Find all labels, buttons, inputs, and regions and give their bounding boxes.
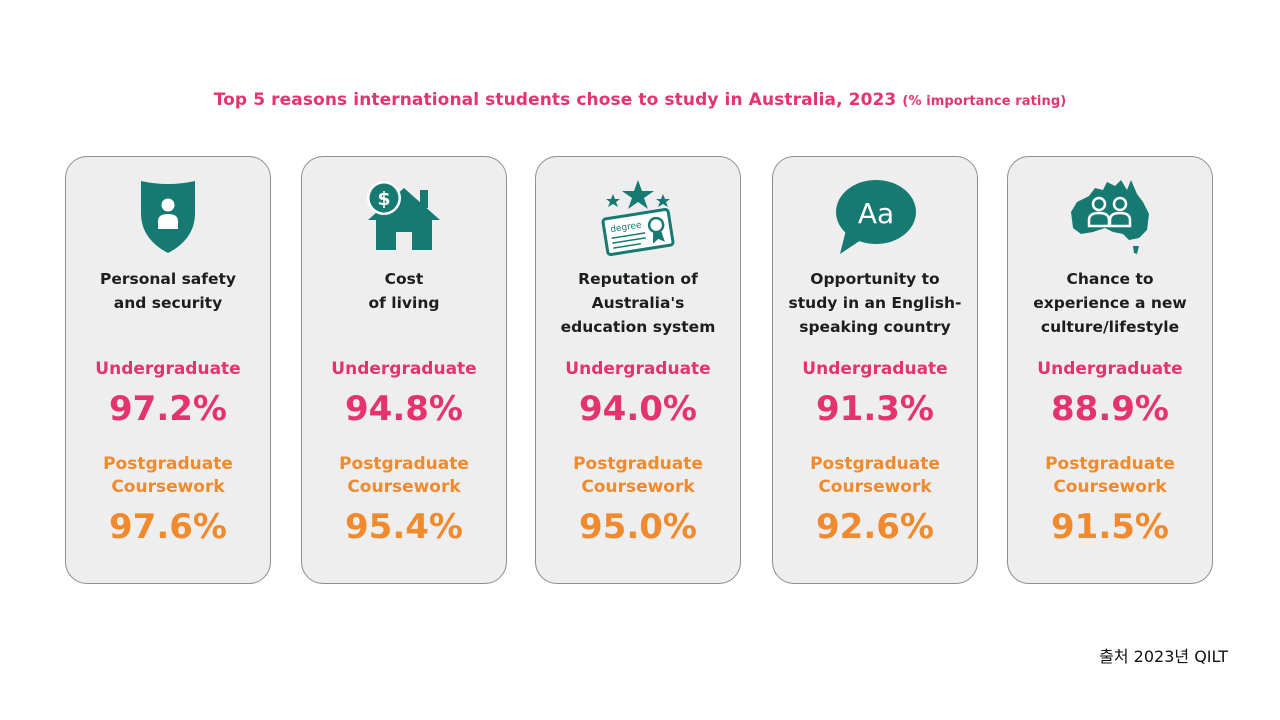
undergraduate-label: Undergraduate — [95, 359, 241, 379]
undergraduate-label: Undergraduate — [1037, 359, 1183, 379]
reason-label: Cost of living — [368, 270, 440, 312]
undergraduate-value: 97.2% — [109, 389, 227, 429]
reason-card-2: $ Cost of living Undergraduate 94.8% Pos… — [301, 156, 507, 584]
undergraduate-value: 88.9% — [1051, 389, 1169, 429]
source-note: 출처 2023년 QILT — [1099, 647, 1228, 666]
reason-label: Opportunity to study in an English- spea… — [788, 270, 962, 336]
postgraduate-label: Postgraduate Coursework — [1045, 454, 1175, 497]
degree-text: degree — [610, 220, 643, 235]
undergraduate-label: Undergraduate — [331, 359, 477, 379]
postgraduate-value: 95.0% — [579, 507, 697, 547]
postgraduate-label: Postgraduate Coursework — [573, 454, 703, 497]
postgraduate-label: Postgraduate Coursework — [339, 454, 469, 497]
undergraduate-label: Undergraduate — [565, 359, 711, 379]
undergraduate-value: 91.3% — [816, 389, 934, 429]
reason-label: Chance to experience a new culture/lifes… — [1033, 270, 1187, 336]
chart-title-sub: (% importance rating) — [902, 94, 1067, 109]
chart-title-main: Top 5 reasons international students cho… — [213, 90, 897, 110]
reason-card-4: Aa Opportunity to study in an English- s… — [772, 156, 978, 584]
postgraduate-label: Postgraduate Coursework — [810, 454, 940, 497]
undergraduate-value: 94.8% — [345, 389, 463, 429]
postgraduate-value: 95.4% — [345, 507, 463, 547]
reason-card-1: Personal safety and security Undergradua… — [65, 156, 271, 584]
reason-label: Reputation of Australia's education syst… — [560, 270, 716, 336]
svg-text:$: $ — [377, 188, 390, 210]
australia-people-icon — [1008, 173, 1212, 259]
undergraduate-label: Undergraduate — [802, 359, 948, 379]
chart-title: Top 5 reasons international students cho… — [0, 90, 1280, 110]
reason-card-3: degree Reputation of Australia's educati… — [535, 156, 741, 584]
postgraduate-label: Postgraduate Coursework — [103, 454, 233, 497]
speech-bubble-icon: Aa — [773, 173, 977, 259]
postgraduate-value: 91.5% — [1051, 507, 1169, 547]
undergraduate-value: 94.0% — [579, 389, 697, 429]
reason-card-5: Chance to experience a new culture/lifes… — [1007, 156, 1213, 584]
aa-text: Aa — [858, 197, 894, 230]
postgraduate-value: 92.6% — [816, 507, 934, 547]
house-dollar-icon: $ — [302, 173, 506, 259]
degree-certificate-icon: degree — [536, 173, 740, 259]
reason-label: Personal safety and security — [99, 270, 237, 312]
postgraduate-value: 97.6% — [109, 507, 227, 547]
shield-person-icon — [66, 173, 270, 259]
